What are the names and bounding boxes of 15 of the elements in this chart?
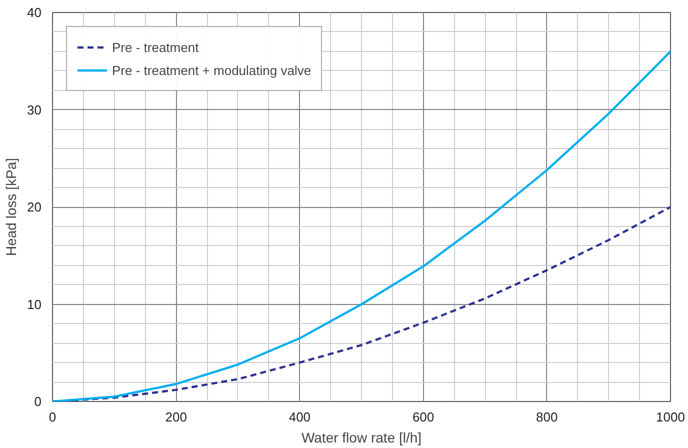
y-tick-label: 20 bbox=[27, 200, 42, 214]
y-tick-label: 30 bbox=[27, 102, 42, 118]
legend-label: Pre - treatment bbox=[112, 40, 199, 54]
x-tick-label: 400 bbox=[288, 410, 311, 424]
x-tick-label: 0 bbox=[48, 410, 56, 424]
y-tick-label: 40 bbox=[27, 5, 42, 20]
x-tick-label: 600 bbox=[412, 410, 434, 424]
y-axis-title: Head loss [kPa] bbox=[3, 158, 20, 256]
x-tick-label: 800 bbox=[536, 410, 558, 424]
x-tick-label: 1000 bbox=[656, 410, 685, 424]
y-tick-label: 10 bbox=[27, 296, 42, 312]
y-tick-label: 0 bbox=[34, 394, 42, 409]
legend-label: Pre - treatment + modulating valve bbox=[112, 62, 312, 78]
x-tick-label: 200 bbox=[165, 410, 187, 424]
x-axis-title: Water flow rate [l/h] bbox=[301, 430, 422, 446]
